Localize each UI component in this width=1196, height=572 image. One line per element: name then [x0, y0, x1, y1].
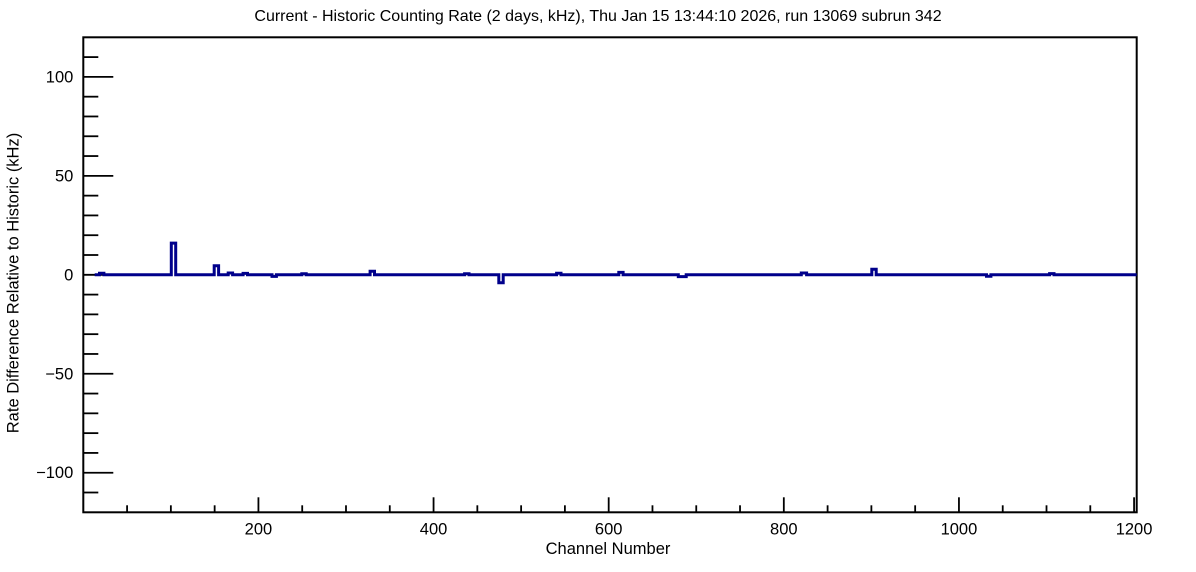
y-tick-label: 50: [55, 167, 73, 185]
tick-labels: 200 400 600 800 1000 1200 −100 −50 0 50 100: [36, 68, 1152, 538]
x-tick-label: 400: [420, 520, 448, 538]
y-tick-label: 100: [46, 68, 74, 86]
y-axis-ticks: [83, 56, 114, 494]
y-tick-label: −50: [45, 365, 73, 383]
x-axis-ticks: [126, 497, 1135, 513]
x-axis-title: Channel Number: [545, 540, 671, 558]
y-axis-title: Rate Difference Relative to Historic (kH…: [4, 132, 23, 434]
x-tick-label: 1200: [1116, 520, 1153, 538]
x-tick-label: 1000: [941, 520, 978, 538]
x-tick-label: 800: [770, 520, 798, 538]
x-tick-label: 600: [595, 520, 623, 538]
chart-title: Current - Historic Counting Rate (2 days…: [254, 8, 942, 25]
y-tick-label: −100: [36, 464, 73, 482]
x-tick-label: 200: [245, 520, 273, 538]
y-tick-label: 0: [64, 266, 73, 284]
data-series-line: [94, 241, 1137, 285]
